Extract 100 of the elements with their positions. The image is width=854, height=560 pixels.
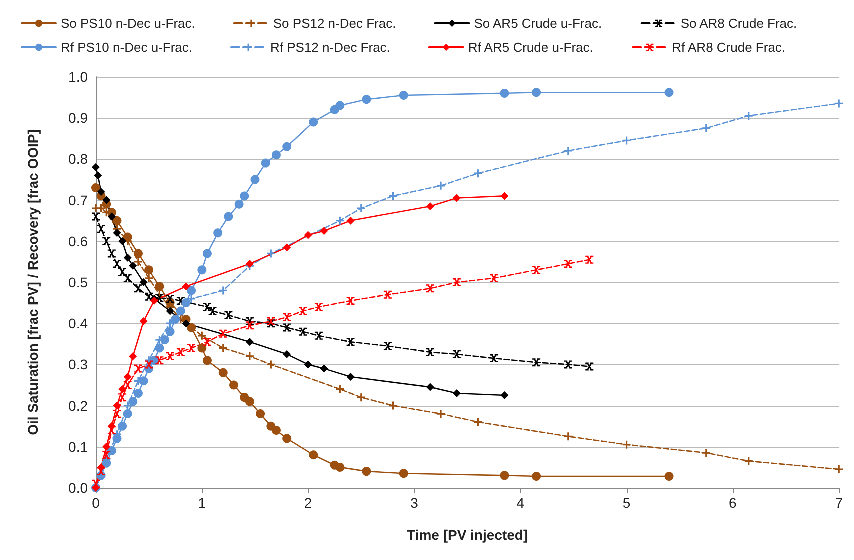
point <box>426 383 434 392</box>
point <box>586 362 594 371</box>
point <box>160 336 170 345</box>
point <box>452 350 461 358</box>
point <box>187 323 196 332</box>
point <box>134 284 142 293</box>
point <box>357 204 366 213</box>
x-axis-title: Time [PV injected] <box>407 527 528 543</box>
point <box>299 328 308 336</box>
point <box>144 266 154 275</box>
point <box>267 250 276 258</box>
point <box>202 249 212 258</box>
point <box>309 450 318 460</box>
point <box>240 192 250 201</box>
point <box>272 426 281 435</box>
point <box>230 380 239 390</box>
point <box>744 457 753 466</box>
point <box>250 175 260 184</box>
point <box>182 320 190 328</box>
legend-label: So PS12 n-Dec Frac. <box>273 16 396 31</box>
point <box>835 466 844 474</box>
point <box>384 342 392 350</box>
point <box>564 360 572 369</box>
point <box>92 163 100 172</box>
y-axis-title: Oil Saturation [frac PV] / Recovery [frac OOIP] <box>25 130 41 436</box>
point <box>346 373 355 382</box>
point <box>203 303 212 312</box>
point <box>102 451 111 460</box>
point <box>744 112 753 120</box>
point <box>187 286 196 296</box>
point <box>124 402 132 410</box>
point <box>272 150 281 160</box>
point <box>118 237 127 246</box>
point <box>314 332 323 340</box>
point <box>336 462 345 472</box>
point <box>835 100 844 108</box>
legend-label: Rf PS10 n-Dec u-Frac. <box>61 40 192 55</box>
point <box>314 303 323 312</box>
point <box>198 332 206 340</box>
x-tick-label: 2 <box>304 495 312 511</box>
point <box>346 296 355 305</box>
legend-label: So AR5 Crude u-Frac. <box>474 16 602 31</box>
legend-label: Rf AR8 Crude Frac. <box>672 40 786 55</box>
point <box>155 282 164 292</box>
y-tick-label: 1.0 <box>68 69 88 85</box>
point <box>532 472 542 481</box>
point <box>320 227 328 236</box>
point <box>166 320 174 328</box>
point <box>134 258 142 266</box>
point <box>124 373 132 382</box>
point <box>336 216 344 225</box>
point <box>234 200 244 209</box>
point <box>171 314 180 324</box>
point <box>134 364 142 373</box>
point <box>426 348 434 356</box>
point <box>113 402 122 410</box>
point <box>97 188 106 196</box>
point <box>108 426 116 434</box>
point <box>336 101 345 110</box>
point <box>97 225 106 234</box>
point <box>145 274 154 282</box>
y-tick-label: 0.4 <box>68 316 88 332</box>
point <box>664 88 674 98</box>
point <box>426 202 434 210</box>
point <box>564 146 572 155</box>
point <box>282 142 292 152</box>
point <box>166 307 174 316</box>
point <box>357 394 366 402</box>
point <box>102 237 111 246</box>
point <box>474 418 482 426</box>
point <box>452 389 461 398</box>
legend-label: So PS10 n-Dec u-Frac. <box>61 16 196 31</box>
x-tick-label: 3 <box>410 495 419 511</box>
point <box>362 95 372 104</box>
point <box>92 480 100 488</box>
point <box>283 313 292 322</box>
point <box>246 352 254 360</box>
point <box>256 410 266 419</box>
point <box>139 376 148 386</box>
point <box>118 268 127 276</box>
point <box>532 88 542 98</box>
y-tick-label: 0.8 <box>68 151 88 168</box>
point <box>123 410 132 419</box>
point <box>124 254 132 262</box>
point <box>102 442 111 451</box>
point <box>92 183 100 192</box>
point <box>156 294 164 302</box>
y-tick-label: 0.2 <box>68 398 88 414</box>
point <box>500 192 509 200</box>
point <box>113 229 122 238</box>
point <box>500 471 510 480</box>
point <box>282 434 292 444</box>
legend-label: So AR8 Crude Frac. <box>680 16 798 31</box>
point <box>214 228 223 238</box>
x-tick-label: 4 <box>516 495 525 511</box>
point <box>145 360 154 369</box>
point <box>140 278 148 286</box>
point <box>283 244 292 252</box>
point <box>246 338 254 346</box>
point <box>622 136 631 145</box>
